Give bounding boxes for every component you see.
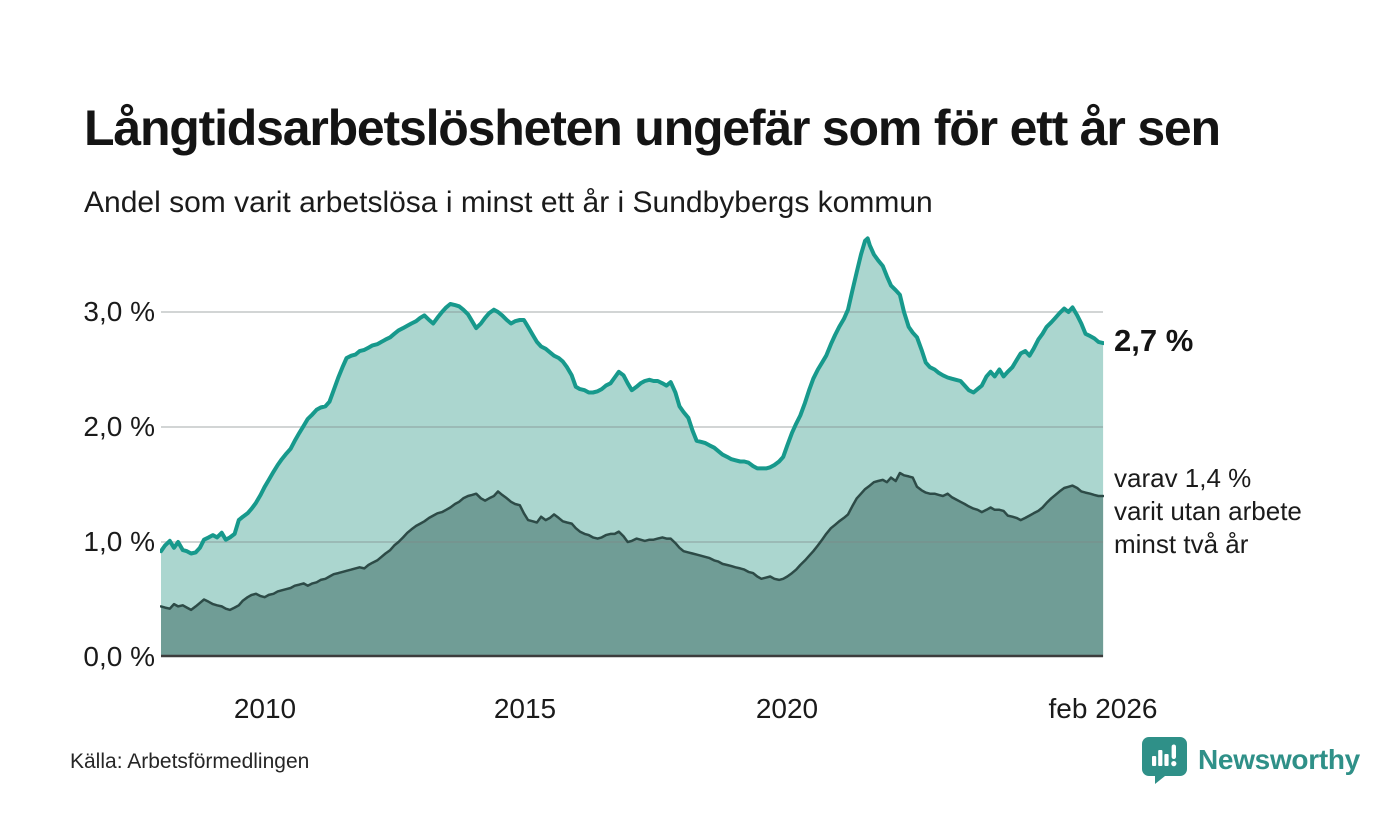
source-note: Källa: Arbetsförmedlingen	[70, 750, 310, 773]
x-axis-tick-2015: 2015	[493, 693, 557, 724]
secondary-value-line-3: minst två år	[1114, 529, 1249, 559]
x-axis-tick-2020: 2020	[755, 693, 819, 724]
series-fill	[161, 473, 1104, 657]
page-title: Långtidsarbetslösheten ungefär som för e…	[84, 99, 1221, 156]
series-line	[160, 236, 1104, 556]
newsworthy-logo: Newsworthy	[1142, 736, 1360, 784]
y-axis-tick-0: 0,0 %	[83, 641, 155, 672]
series-line	[160, 471, 1104, 612]
y-axis-tick-2: 2,0 %	[83, 411, 155, 442]
latest-value-label: 2,7 %	[1114, 323, 1194, 358]
chart-subtitle: Andel som varit arbetslösa i minst ett å…	[84, 186, 933, 219]
area-chart-plot	[160, 236, 1104, 658]
y-axis-tick-3: 3,0 %	[83, 296, 155, 327]
x-axis-tick-2010: 2010	[233, 693, 297, 724]
secondary-value-line-1: varav 1,4 %	[1114, 463, 1252, 493]
newsworthy-wordmark: Newsworthy	[1198, 744, 1360, 775]
secondary-value-line-2: varit utan arbete	[1114, 496, 1302, 526]
newsworthy-chart-bubble-icon	[1142, 736, 1188, 784]
x-axis-tick-feb-2026: feb 2026	[1048, 693, 1158, 724]
y-axis-tick-1: 1,0 %	[83, 526, 155, 557]
secondary-value-label: varav 1,4 % varit utan arbete minst två …	[1114, 462, 1302, 561]
